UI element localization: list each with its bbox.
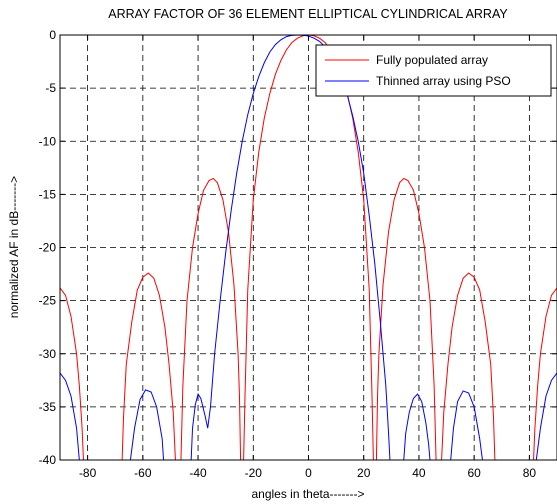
y-tick-label: -15 (39, 187, 57, 201)
x-tick-label: 40 (412, 466, 426, 480)
x-tick-label: 60 (467, 466, 481, 480)
y-tick-label: -40 (39, 453, 57, 467)
legend-label-thinned: Thinned array using PSO (376, 74, 511, 88)
x-axis-label: angles in theta-------> (251, 487, 364, 501)
chart-title: ARRAY FACTOR OF 36 ELEMENT ELLIPTICAL CY… (108, 7, 508, 21)
y-tick-label: -25 (39, 294, 57, 308)
legend: Fully populated array Thinned array usin… (315, 44, 552, 97)
legend-box (315, 44, 552, 97)
y-tick-label: -20 (39, 241, 57, 255)
x-tick-label: -20 (245, 466, 263, 480)
x-tick-label: 80 (523, 466, 537, 480)
y-tick-label: -10 (39, 134, 57, 148)
grid (60, 35, 557, 460)
x-tick-label: -60 (134, 466, 152, 480)
y-tick-label: -5 (45, 81, 56, 95)
axis-ticks: -80 -60 -40 -20 0 20 40 60 80 0 -5 -10 -15 -20 -25 -30 -… (39, 28, 557, 480)
y-tick-label: -30 (39, 347, 57, 361)
x-tick-label: 0 (305, 466, 312, 480)
x-tick-label: -80 (79, 466, 97, 480)
x-tick-label: 20 (357, 466, 371, 480)
y-tick-label: 0 (49, 28, 56, 42)
legend-label-fully-populated: Fully populated array (376, 53, 488, 67)
y-tick-label: -35 (39, 400, 57, 414)
x-tick-label: -40 (189, 466, 207, 480)
plot-frame (59, 34, 557, 461)
y-axis-label: normalized AF in dB-------> (7, 176, 21, 318)
series-line-fully-populated (60, 35, 557, 460)
